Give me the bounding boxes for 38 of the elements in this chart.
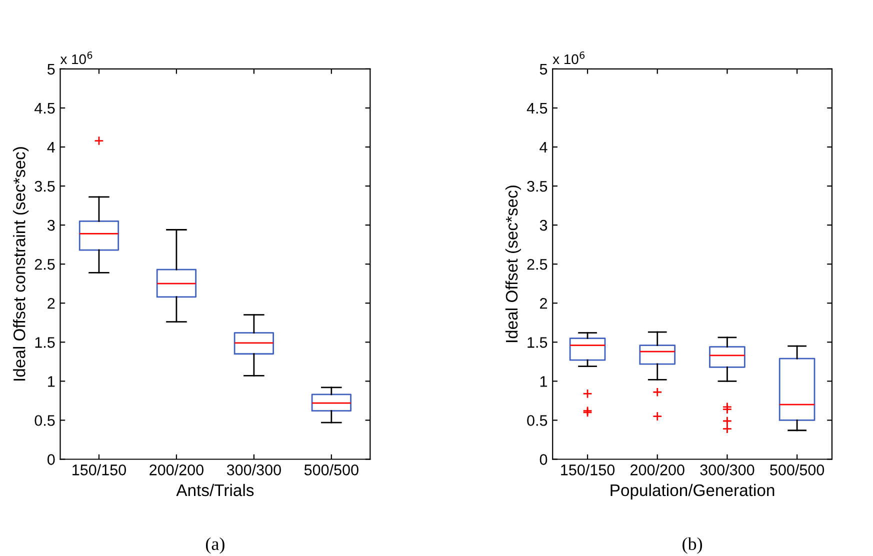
y-tick-label: 1 — [540, 376, 548, 387]
y-tick-label: 2.5 — [34, 258, 55, 270]
y-tick-label: 4.5 — [34, 103, 55, 114]
y-axis-title: Ideal Offset (sec*sec) — [505, 186, 521, 342]
y-tick-label: 2 — [540, 298, 547, 309]
text: x 10$^{6}$ — [60, 51, 92, 64]
x-tick-label: 500/500 — [304, 464, 358, 476]
y-tick-label: 1.5 — [35, 337, 55, 348]
y-tick-label: 4 — [540, 142, 548, 153]
y-tick-label: 0 — [47, 454, 55, 465]
x-tick-label: 200/200 — [630, 464, 684, 476]
x-tick-label: 150/150 — [561, 464, 615, 476]
x-tick-label: 300/300 — [700, 464, 754, 476]
text: (a) — [206, 537, 224, 554]
y-tick-label: 3.5 — [34, 180, 55, 192]
x-tick-label: 150/150 — [72, 464, 126, 476]
y-tick-label: 1 — [48, 376, 55, 387]
x-axis-title: Ants/Trials — [176, 484, 254, 496]
y-tick-label: 5 — [47, 64, 55, 75]
x-tick-label: 300/300 — [226, 464, 281, 476]
y-tick-label: 4.5 — [526, 103, 548, 114]
y-tick-label: 3.5 — [527, 180, 548, 192]
x-axis-title: Population/Generation — [610, 484, 774, 500]
y-axis-title: Ideal Offset constraint (sec*sec) — [13, 147, 29, 381]
text: x 10$^{6}$ — [552, 51, 585, 64]
y-tick-label: 0 — [540, 454, 548, 465]
y-tick-label: 3 — [47, 220, 55, 231]
x-tick-label: 200/200 — [150, 464, 204, 476]
y-tick-label: 2.5 — [527, 258, 548, 270]
text: (b) — [682, 537, 702, 554]
y-tick-label: 0.5 — [34, 415, 55, 426]
x-tick-label: 500/500 — [770, 464, 824, 476]
y-tick-label: 0.5 — [527, 415, 548, 426]
y-tick-label: 3 — [540, 220, 548, 231]
y-tick-label: 1.5 — [528, 337, 548, 348]
y-tick-label: 2 — [48, 298, 55, 309]
y-tick-label: 4 — [47, 142, 55, 153]
y-tick-label: 5 — [540, 64, 548, 75]
